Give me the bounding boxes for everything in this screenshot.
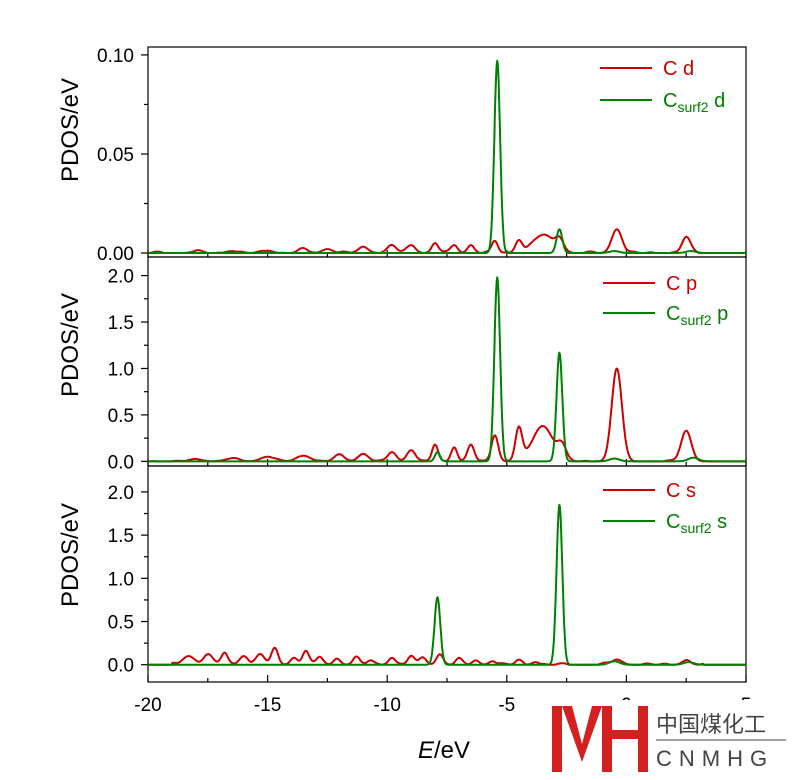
- panel-d: 0.00 0.05 0.10 PDOS/eV C d Csurf2 d: [57, 46, 747, 265]
- panel-d-frame: [147, 46, 747, 258]
- panel-s-ticks: 0.0 0.5 1.0 1.5 2.0: [108, 483, 747, 682]
- panel-p-ylabel: PDOS/eV: [57, 293, 84, 397]
- legend-csurf2-p-label: Csurf2 p: [666, 303, 728, 328]
- series-c-s: [147, 646, 747, 666]
- x-axis-label: E/eV: [418, 737, 470, 764]
- ytick-label-s: 0.5: [108, 613, 134, 634]
- ytick-label-d: 0.10: [97, 46, 134, 67]
- series-csurf2-d: [147, 59, 747, 254]
- panel-s-legend: C s Csurf2 s: [603, 480, 727, 536]
- panel-d-ylabel: PDOS/eV: [57, 78, 84, 182]
- panel-p-lines: [147, 276, 747, 463]
- watermark-en-text: CNMHG: [656, 746, 774, 771]
- legend-csurf2-d-label: Csurf2 d: [663, 90, 725, 115]
- panel-s-lines: [147, 503, 747, 666]
- panel-s-ylabel: PDOS/eV: [57, 503, 84, 607]
- panel-s: 0.0 0.5 1.0 1.5 2.0 PDOS/eV C s Csurf2 s: [57, 465, 747, 683]
- watermark-cn-text: 中国煤化工: [656, 713, 766, 738]
- panel-p: 0.0 0.5 1.0 1.5 2.0 PDOS/eV C p Csurf2 p: [57, 256, 747, 473]
- panel-d-lines: [147, 59, 747, 254]
- panel-d-legend: C d Csurf2 d: [600, 58, 725, 115]
- series-c-d: [147, 228, 747, 254]
- panel-d-ticks: 0.00 0.05 0.10: [97, 46, 747, 265]
- series-c-p: [147, 367, 747, 463]
- series-csurf2-s: [147, 503, 747, 666]
- panel-p-frame: [147, 256, 747, 467]
- ytick-label-p: 1.0: [108, 359, 134, 380]
- ytick-label-p: 1.5: [108, 313, 134, 334]
- legend-csurf2-s-label: Csurf2 s: [666, 511, 727, 536]
- xtick-label: -10: [373, 695, 400, 716]
- ytick-label-p: 2.0: [108, 267, 134, 288]
- ytick-label-p: 0.5: [108, 406, 134, 427]
- xtick-label: -20: [134, 695, 161, 716]
- ytick-label-s: 1.0: [108, 569, 134, 590]
- ytick-label-d: 0.00: [97, 244, 134, 265]
- cnmhg-watermark: 中国煤化工 CNMHG: [548, 700, 788, 776]
- panel-p-legend: C p Csurf2 p: [603, 273, 728, 328]
- legend-c-s-label: C s: [666, 480, 696, 502]
- ytick-label-d: 0.05: [97, 145, 134, 166]
- panel-p-ticks: 0.0 0.5 1.0 1.5 2.0: [108, 267, 747, 473]
- legend-c-p-label: C p: [666, 273, 697, 295]
- ytick-label-s: 0.0: [108, 656, 134, 677]
- xtick-label: -15: [254, 695, 281, 716]
- series-csurf2-p: [147, 276, 747, 463]
- cnmhg-logo: [552, 706, 648, 772]
- ytick-label-p: 0.0: [108, 452, 134, 473]
- legend-c-d-label: C d: [663, 58, 694, 80]
- ytick-label-s: 1.5: [108, 526, 134, 547]
- ytick-label-s: 2.0: [108, 483, 134, 504]
- panel-s-frame: [147, 465, 747, 683]
- xtick-label: -5: [498, 695, 515, 716]
